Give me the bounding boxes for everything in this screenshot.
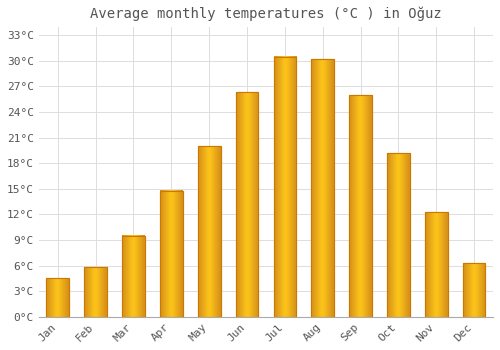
Bar [387, 153, 410, 317]
Bar [312, 59, 334, 317]
Bar [349, 95, 372, 317]
Bar [349, 95, 372, 317]
Bar [122, 236, 145, 317]
Bar [46, 278, 69, 317]
Bar [84, 267, 107, 317]
Bar [122, 236, 145, 317]
Bar [463, 263, 485, 317]
Bar [312, 59, 334, 317]
Bar [198, 146, 220, 317]
Bar [274, 57, 296, 317]
Bar [425, 212, 448, 317]
Bar [236, 92, 258, 317]
Bar [160, 190, 182, 317]
Bar [463, 263, 485, 317]
Bar [46, 278, 69, 317]
Bar [160, 190, 182, 317]
Bar [84, 267, 107, 317]
Bar [198, 146, 220, 317]
Title: Average monthly temperatures (°C ) in Oğuz: Average monthly temperatures (°C ) in Oğ… [90, 7, 442, 21]
Bar [236, 92, 258, 317]
Bar [274, 57, 296, 317]
Bar [387, 153, 410, 317]
Bar [425, 212, 448, 317]
